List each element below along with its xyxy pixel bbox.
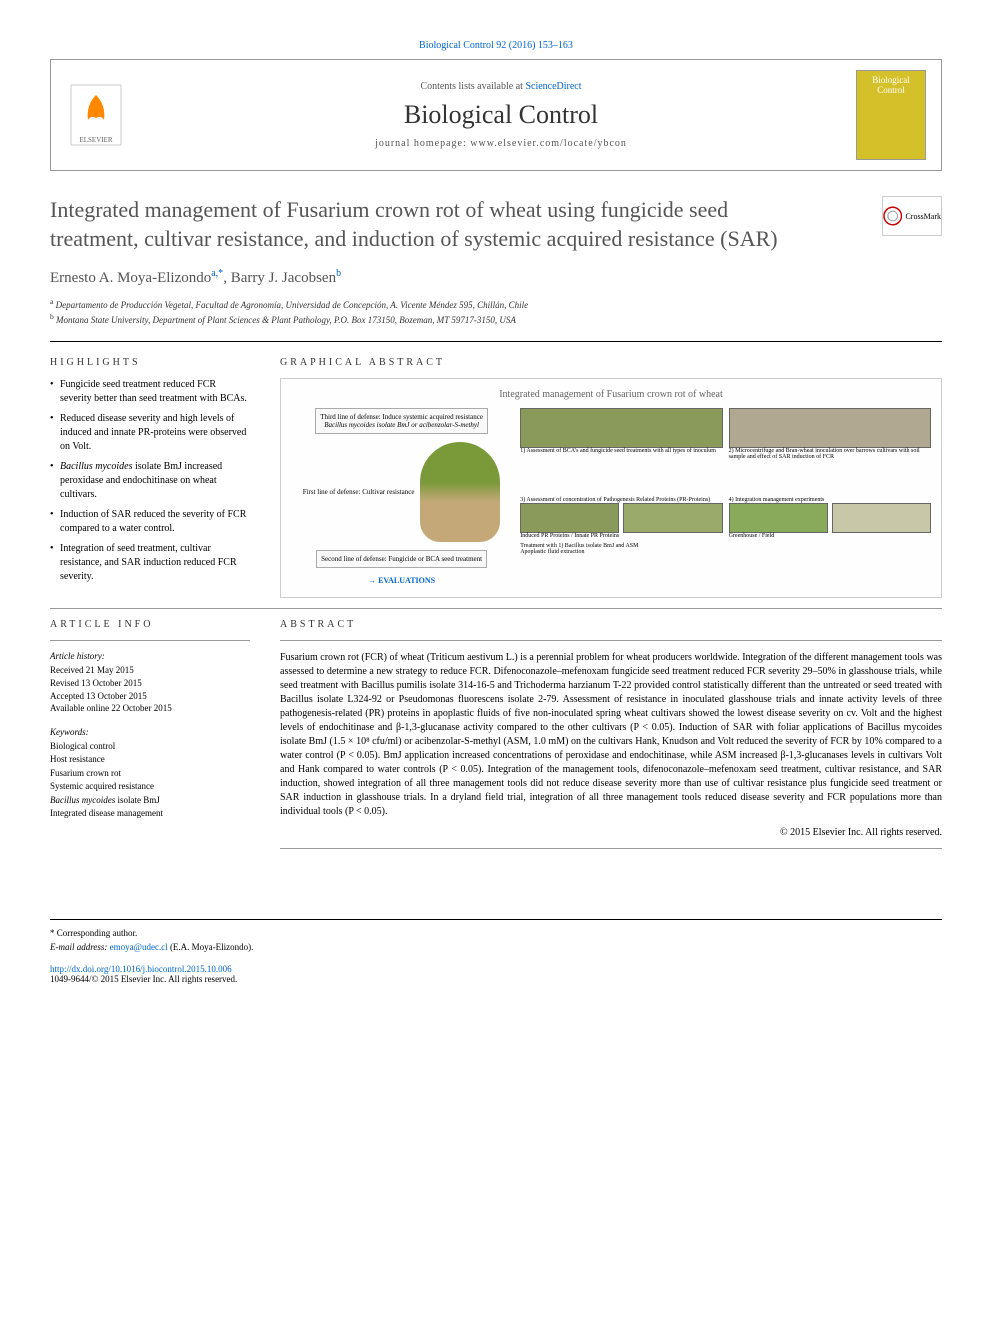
doi-link[interactable]: http://dx.doi.org/10.1016/j.biocontrol.2… <box>50 964 232 974</box>
highlight-item: Reduced disease severity and high levels… <box>50 412 250 454</box>
keyword: Systemic acquired resistance <box>50 780 250 794</box>
author-2-affil: b <box>336 268 341 279</box>
ga-cultivar-label: First line of defense: Cultivar resistan… <box>303 488 415 496</box>
journal-homepage-line: journal homepage: www.elsevier.com/locat… <box>146 138 856 149</box>
author-2: Barry J. Jacobsen <box>231 270 336 286</box>
journal-homepage-url[interactable]: www.elsevier.com/locate/ybcon <box>470 138 627 149</box>
issn-line: 1049-9644/© 2015 Elsevier Inc. All right… <box>50 974 942 984</box>
ga-panel-3: 3) Assessment of concentration of Pathog… <box>520 497 722 586</box>
highlight-item: Integration of seed treatment, cultivar … <box>50 542 250 584</box>
highlights-label: HIGHLIGHTS <box>50 357 250 368</box>
highlight-item: Fungicide seed treatment reduced FCR sev… <box>50 378 250 406</box>
ga-wheat-illustration <box>420 442 500 542</box>
keywords-label: Keywords: <box>50 727 250 737</box>
journal-name: Biological Control <box>146 100 856 130</box>
affiliation-b: Montana State University, Department of … <box>56 315 516 325</box>
history-online: Available online 22 October 2015 <box>50 702 250 715</box>
divider <box>50 341 942 342</box>
elsevier-logo: ELSEVIER <box>66 80 126 150</box>
page-footer: * Corresponding author. E-mail address: … <box>50 919 942 984</box>
article-history: Article history: Received 21 May 2015 Re… <box>50 651 250 714</box>
crossmark-icon <box>883 206 902 226</box>
authors-line: Ernesto A. Moya-Elizondoa,*, Barry J. Ja… <box>50 268 942 287</box>
ga-sar-box: Third line of defense: Induce systemic a… <box>315 408 488 434</box>
graphical-abstract-label: GRAPHICAL ABSTRACT <box>280 357 942 368</box>
keyword: Biological control <box>50 740 250 754</box>
contents-line: Contents lists available at ScienceDirec… <box>146 81 856 92</box>
crossmark-badge[interactable]: CrossMark <box>882 196 942 236</box>
crossmark-label: CrossMark <box>905 212 941 221</box>
sciencedirect-link[interactable]: ScienceDirect <box>525 81 581 92</box>
divider <box>50 608 942 609</box>
cover-label: Biological Control <box>861 75 921 95</box>
history-accepted: Accepted 13 October 2015 <box>50 690 250 703</box>
abstract-text: Fusarium crown rot (FCR) of wheat (Triti… <box>280 651 942 819</box>
email-line: E-mail address: emoya@udec.cl (E.A. Moya… <box>50 942 942 952</box>
keyword: Host resistance <box>50 753 250 767</box>
affiliations: a Departamento de Producción Vegetal, Fa… <box>50 297 942 326</box>
affiliation-a: Departamento de Producción Vegetal, Facu… <box>56 300 529 310</box>
highlight-item: Bacillus mycoides isolate BmJ increased … <box>50 460 250 502</box>
journal-cover-thumbnail: Biological Control <box>856 70 926 160</box>
highlight-item: Induction of SAR reduced the severity of… <box>50 508 250 536</box>
author-email-link[interactable]: emoya@udec.cl <box>110 942 168 952</box>
history-revised: Revised 13 October 2015 <box>50 677 250 690</box>
keyword: Bacillus mycoides isolate BmJ <box>50 794 250 808</box>
citation-line: Biological Control 92 (2016) 153–163 <box>50 40 942 51</box>
svg-text:ELSEVIER: ELSEVIER <box>79 136 112 144</box>
author-1: Ernesto A. Moya-Elizondo <box>50 270 211 286</box>
article-title: Integrated management of Fusarium crown … <box>50 196 808 253</box>
ga-title: Integrated management of Fusarium crown … <box>291 389 931 400</box>
highlights-list: Fungicide seed treatment reduced FCR sev… <box>50 378 250 584</box>
keyword: Fusarium crown rot <box>50 767 250 781</box>
ga-panel-4: 4) Integration management experiments Gr… <box>729 497 931 586</box>
graphical-abstract: Integrated management of Fusarium crown … <box>280 378 942 598</box>
keywords-block: Keywords: Biological control Host resist… <box>50 727 250 821</box>
keyword: Integrated disease management <box>50 807 250 821</box>
ga-seed-box: Second line of defense: Fungicide or BCA… <box>316 550 487 568</box>
copyright-line: © 2015 Elsevier Inc. All rights reserved… <box>280 827 942 838</box>
history-label: Article history: <box>50 651 250 661</box>
abstract-label: ABSTRACT <box>280 619 942 630</box>
contents-prefix: Contents lists available at <box>420 81 525 92</box>
homepage-prefix: journal homepage: <box>375 138 470 149</box>
ga-evaluations: → EVALUATIONS <box>368 576 435 585</box>
author-1-affil: a,* <box>211 268 223 279</box>
history-received: Received 21 May 2015 <box>50 664 250 677</box>
ga-panel-1: 1) Assessment of BCA's and fungicide see… <box>520 408 722 491</box>
corresponding-author: * Corresponding author. <box>50 928 942 938</box>
journal-header: ELSEVIER Contents lists available at Sci… <box>50 59 942 171</box>
article-info-label: ARTICLE INFO <box>50 619 250 630</box>
ga-panel-2: 2) Microcentrifuge and Bran-wheat inocul… <box>729 408 931 491</box>
